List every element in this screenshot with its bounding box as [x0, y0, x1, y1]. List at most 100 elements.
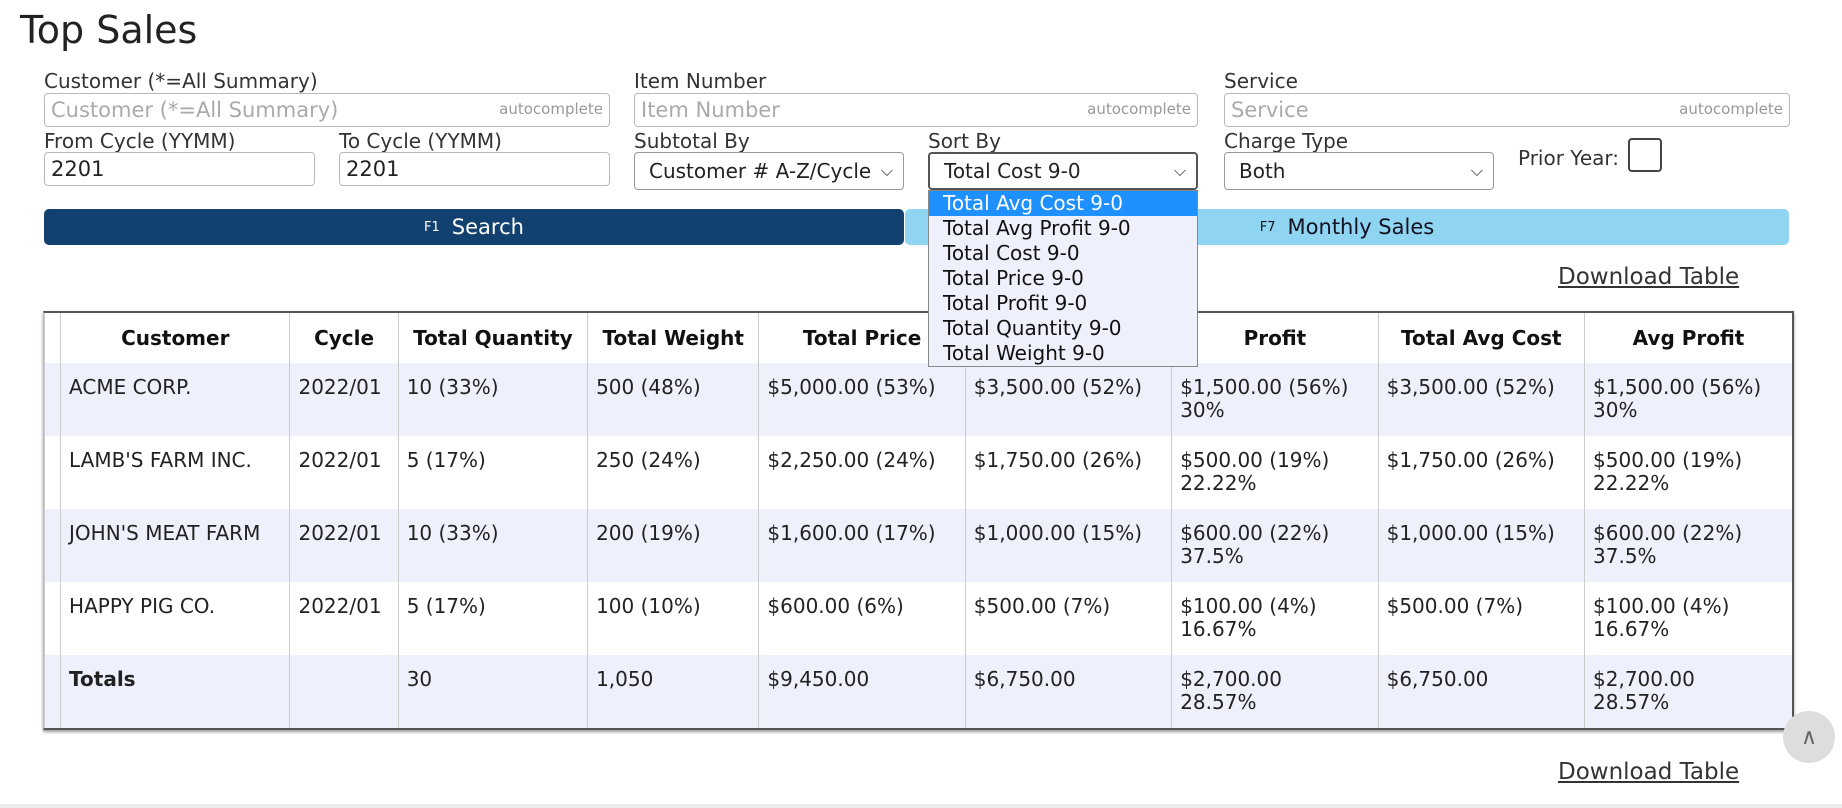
from-cycle-value: 2201: [51, 157, 105, 181]
header-avg-profit[interactable]: Avg Profit: [1584, 313, 1792, 363]
totals-avg-cost: $6,750.00: [1377, 655, 1585, 728]
cell-qty: 10 (33%): [397, 509, 588, 582]
subtotal-by-label: Subtotal By: [634, 129, 750, 153]
sales-table: Customer Cycle Total Quantity Total Weig…: [43, 311, 1794, 730]
cell-avg-profit: $500.00 (19%) 22.22%: [1584, 436, 1792, 509]
cell-cycle: 2022/01: [289, 436, 399, 509]
cell-cycle: 2022/01: [289, 509, 399, 582]
subtotal-by-select[interactable]: Customer # A-Z/Cycle ⌵: [634, 152, 904, 190]
sort-option-total-cost[interactable]: Total Cost 9-0: [943, 241, 1080, 265]
sort-option-total-avg-cost[interactable]: Total Avg Cost 9-0: [929, 191, 1197, 216]
download-table-link-bottom[interactable]: Download Table: [1558, 759, 1740, 785]
service-placeholder: Service: [1231, 98, 1309, 122]
cell-cost: $1,750.00 (26%): [964, 436, 1172, 509]
sort-by-label: Sort By: [928, 129, 1001, 153]
customer-label: Customer (*=All Summary): [44, 69, 318, 93]
subtotal-by-value: Customer # A-Z/Cycle: [649, 159, 872, 183]
cell-avg-profit: $1,500.00 (56%) 30%: [1584, 363, 1792, 436]
cell-weight: 250 (24%): [587, 436, 759, 509]
totals-row: Totals 30 1,050 $9,450.00 $6,750.00 $2,7…: [43, 655, 1792, 728]
monthly-sales-button-label: Monthly Sales: [1287, 215, 1435, 239]
sort-option-total-profit[interactable]: Total Profit 9-0: [943, 291, 1088, 315]
from-cycle-input[interactable]: 2201: [44, 152, 315, 186]
to-cycle-input[interactable]: 2201: [339, 152, 610, 186]
sort-option-total-weight[interactable]: Total Weight 9-0: [943, 341, 1105, 365]
customer-input[interactable]: Customer (*=All Summary) autocomplete: [44, 93, 610, 127]
cell-qty: 10 (33%): [397, 363, 588, 436]
prior-year-label: Prior Year:: [1518, 146, 1620, 170]
totals-avg-profit: $2,700.00 28.57%: [1584, 655, 1792, 728]
table-row: HAPPY PIG CO. 2022/01 5 (17%) 100 (10%) …: [43, 582, 1792, 655]
totals-label: Totals: [60, 655, 290, 728]
customer-placeholder: Customer (*=All Summary): [51, 98, 339, 122]
chevron-down-icon: ⌵: [1470, 161, 1483, 180]
cell-cost: $3,500.00 (52%): [964, 363, 1172, 436]
cell-qty: 5 (17%): [397, 582, 588, 655]
item-number-placeholder: Item Number: [641, 98, 780, 122]
header-total-avg-cost[interactable]: Total Avg Cost: [1377, 313, 1585, 363]
table-row: LAMB'S FARM INC. 2022/01 5 (17%) 250 (24…: [43, 436, 1792, 509]
chevron-up-icon: ∧: [1800, 724, 1818, 750]
cell-price: $1,600.00 (17%): [758, 509, 966, 582]
cell-avg-profit: $100.00 (4%) 16.67%: [1584, 582, 1792, 655]
cell-profit: $1,500.00 (56%) 30%: [1171, 363, 1379, 436]
cell-avg-cost: $1,750.00 (26%): [1377, 436, 1585, 509]
cell-customer: JOHN'S MEAT FARM: [60, 509, 290, 582]
download-table-link-top[interactable]: Download Table: [1558, 264, 1740, 290]
cell-weight: 500 (48%): [587, 363, 759, 436]
sort-by-value: Total Cost 9-0: [944, 159, 1081, 183]
cell-avg-cost: $3,500.00 (52%): [1377, 363, 1585, 436]
totals-price: $9,450.00: [758, 655, 966, 728]
prior-year-checkbox[interactable]: [1628, 138, 1662, 172]
header-total-quantity[interactable]: Total Quantity: [397, 313, 588, 363]
item-number-autocomplete-hint: autocomplete: [1087, 100, 1191, 118]
cell-customer: LAMB'S FARM INC.: [60, 436, 290, 509]
totals-profit: $2,700.00 28.57%: [1171, 655, 1379, 728]
cell-avg-profit: $600.00 (22%) 37.5%: [1584, 509, 1792, 582]
totals-qty: 30: [397, 655, 588, 728]
sort-option-total-avg-profit[interactable]: Total Avg Profit 9-0: [943, 216, 1131, 240]
to-cycle-label: To Cycle (YYMM): [339, 129, 502, 153]
charge-type-value: Both: [1239, 159, 1286, 183]
sort-by-dropdown: Total Avg Cost 9-0 Total Avg Profit 9-0 …: [928, 190, 1198, 367]
header-profit[interactable]: Profit: [1171, 313, 1379, 363]
chevron-down-icon: ⌵: [880, 161, 893, 180]
table-row: ACME CORP. 2022/01 10 (33%) 500 (48%) $5…: [43, 363, 1792, 436]
cell-profit: $500.00 (19%) 22.22%: [1171, 436, 1379, 509]
sort-option-total-price[interactable]: Total Price 9-0: [943, 266, 1084, 290]
header-total-weight[interactable]: Total Weight: [587, 313, 759, 363]
search-button[interactable]: F1 Search: [44, 209, 904, 245]
header-customer[interactable]: Customer: [60, 313, 290, 363]
customer-autocomplete-hint: autocomplete: [499, 100, 603, 118]
cell-cycle: 2022/01: [289, 582, 399, 655]
search-shortcut-key: F1: [424, 219, 440, 235]
cell-price: $600.00 (6%): [758, 582, 966, 655]
totals-cost: $6,750.00: [964, 655, 1172, 728]
cell-profit: $100.00 (4%) 16.67%: [1171, 582, 1379, 655]
item-number-label: Item Number: [634, 69, 767, 93]
cell-weight: 100 (10%): [587, 582, 759, 655]
cell-weight: 200 (19%): [587, 509, 759, 582]
cell-price: $5,000.00 (53%): [758, 363, 966, 436]
from-cycle-label: From Cycle (YYMM): [44, 129, 236, 153]
charge-type-label: Charge Type: [1224, 129, 1349, 153]
cell-avg-cost: $500.00 (7%): [1377, 582, 1585, 655]
cell-avg-cost: $1,000.00 (15%): [1377, 509, 1585, 582]
header-cycle[interactable]: Cycle: [289, 313, 399, 363]
service-autocomplete-hint: autocomplete: [1679, 100, 1783, 118]
charge-type-select[interactable]: Both ⌵: [1224, 152, 1494, 190]
sort-by-select[interactable]: Total Cost 9-0 ⌵: [928, 152, 1198, 190]
cell-profit: $600.00 (22%) 37.5%: [1171, 509, 1379, 582]
sort-option-total-quantity[interactable]: Total Quantity 9-0: [943, 316, 1122, 340]
chevron-down-icon: ⌵: [1173, 161, 1186, 180]
table-row: JOHN'S MEAT FARM 2022/01 10 (33%) 200 (1…: [43, 509, 1792, 582]
cell-qty: 5 (17%): [397, 436, 588, 509]
cell-customer: HAPPY PIG CO.: [60, 582, 290, 655]
cell-cost: $1,000.00 (15%): [964, 509, 1172, 582]
service-input[interactable]: Service autocomplete: [1224, 93, 1790, 127]
to-cycle-value: 2201: [346, 157, 400, 181]
item-number-input[interactable]: Item Number autocomplete: [634, 93, 1198, 127]
totals-weight: 1,050: [587, 655, 759, 728]
scroll-to-top-button[interactable]: ∧: [1783, 711, 1835, 763]
